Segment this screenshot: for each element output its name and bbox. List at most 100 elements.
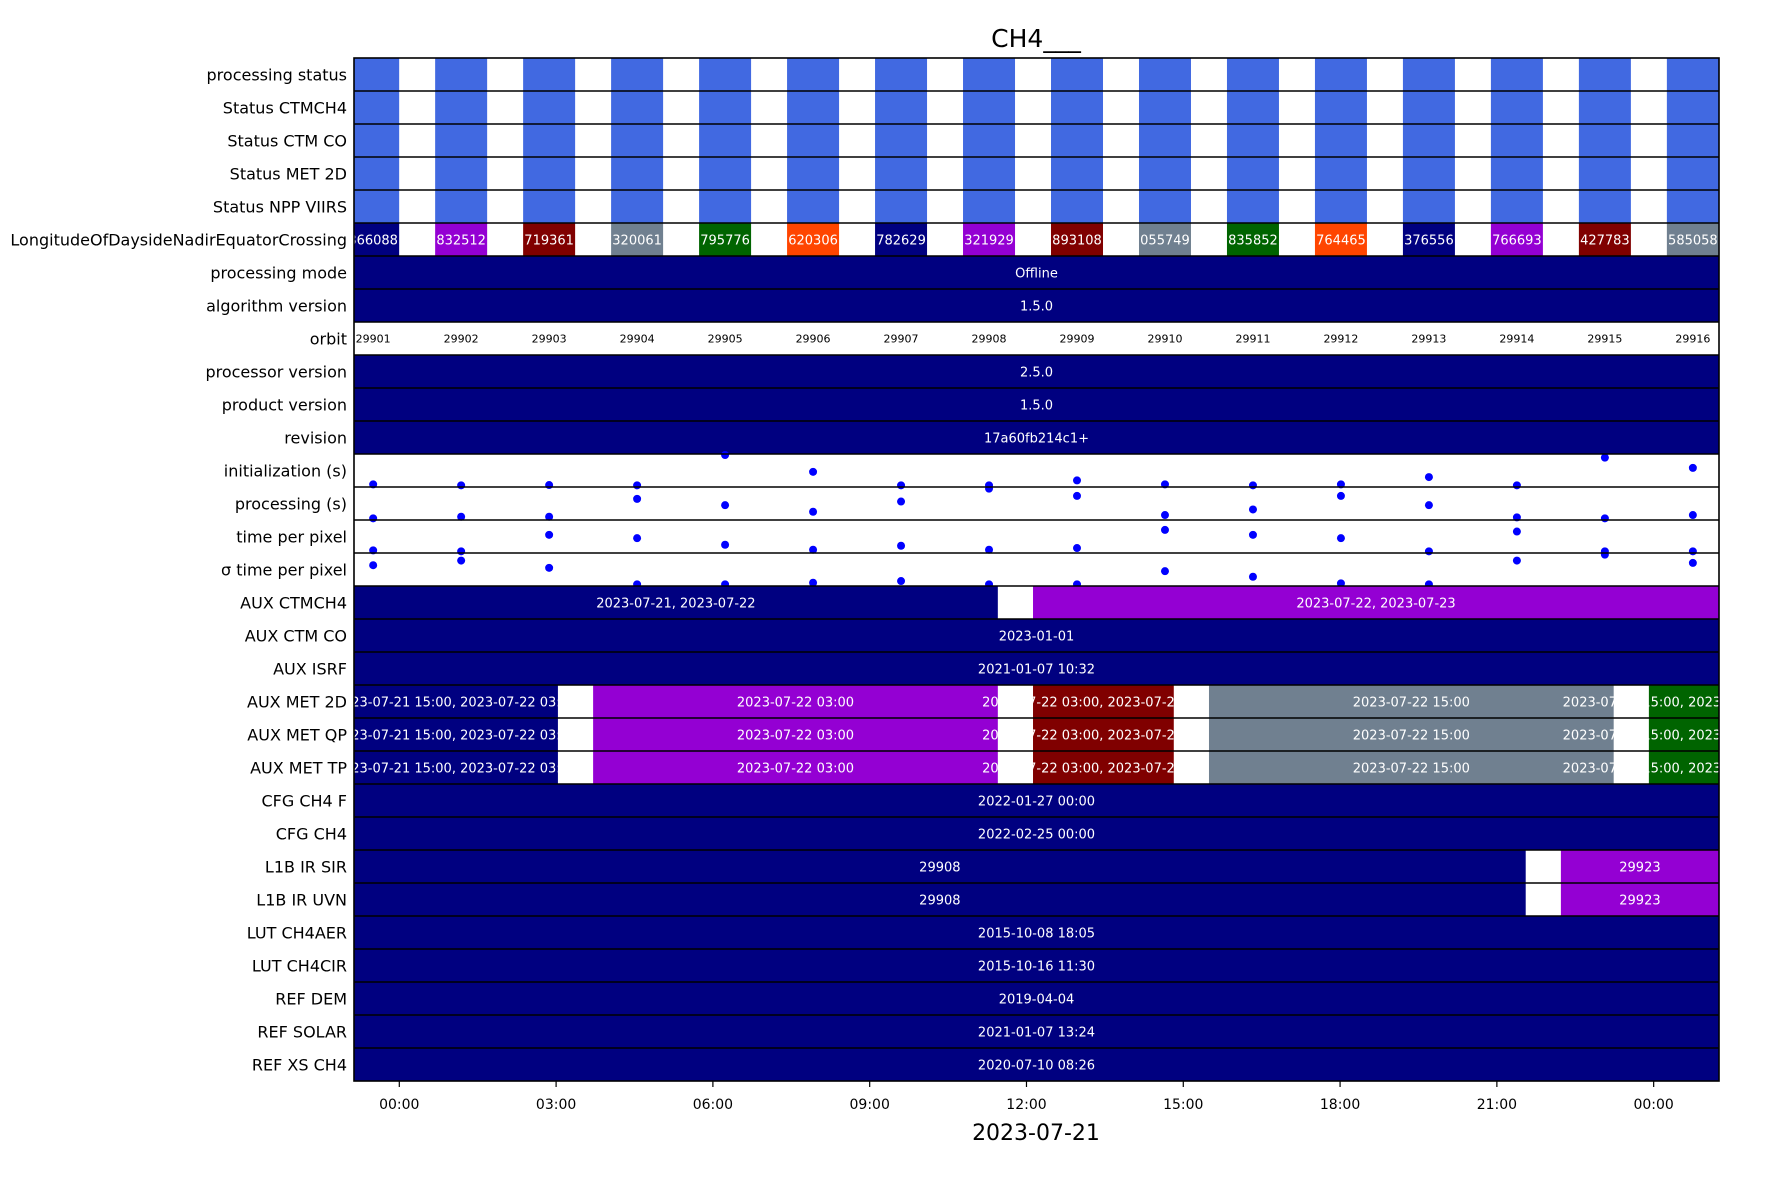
data-point xyxy=(809,507,818,516)
value-bar xyxy=(354,223,400,256)
status-bar xyxy=(435,91,488,124)
segment-label: 2023-07-21 15:00, 2023-07-22 03:00 xyxy=(335,696,578,711)
orbit-label: 29902 xyxy=(444,333,479,346)
segment-label: 2023-07-22 03:00 xyxy=(737,729,854,744)
segment-label: 2023-07-22 15:00 xyxy=(1353,762,1470,777)
data-point xyxy=(1600,514,1609,523)
status-bar xyxy=(354,190,400,223)
status-bar xyxy=(1666,91,1719,124)
status-bar xyxy=(523,124,576,157)
data-point xyxy=(633,481,642,490)
segment-label: 2022-02-25 00:00 xyxy=(978,828,1095,843)
value-label: 366088 xyxy=(348,234,398,249)
status-bar xyxy=(1138,58,1191,91)
data-point xyxy=(1688,547,1697,556)
segment-bar xyxy=(1208,685,1614,718)
row-label: processing mode xyxy=(210,264,347,283)
row-label: Status NPP VIIRS xyxy=(213,198,347,217)
row-label: algorithm version xyxy=(206,297,347,316)
segment-label: 2015-10-16 11:30 xyxy=(978,960,1095,975)
data-point xyxy=(1688,558,1697,567)
segment-bar xyxy=(354,784,1719,817)
row-label: LUT CH4CIR xyxy=(252,957,347,976)
status-bar xyxy=(1666,190,1719,223)
row-label: Status CTM CO xyxy=(227,132,347,151)
data-point xyxy=(369,514,378,523)
row-label: LongitudeOfDaysideNadirEquatorCrossing xyxy=(10,231,347,250)
segment-bar xyxy=(354,949,1719,982)
data-point xyxy=(545,481,554,490)
x-tick-label: 09:00 xyxy=(850,1097,890,1113)
row-label: time per pixel xyxy=(236,528,347,547)
x-tick-label: 00:00 xyxy=(379,1097,419,1113)
row-label: L1B IR SIR xyxy=(265,858,347,877)
status-bar xyxy=(1138,91,1191,124)
status-bar xyxy=(1578,58,1631,91)
x-tick-label: 12:00 xyxy=(1006,1097,1046,1113)
value-label: 320061 xyxy=(612,234,662,249)
status-bar xyxy=(875,91,928,124)
value-label: 321929 xyxy=(964,234,1014,249)
status-bar xyxy=(1402,157,1455,190)
value-label: 835852 xyxy=(1228,234,1278,249)
data-point xyxy=(1073,476,1082,485)
segment-bar xyxy=(354,289,1719,322)
status-bar xyxy=(963,190,1016,223)
data-point xyxy=(1424,473,1433,482)
x-tick-label: 15:00 xyxy=(1163,1097,1203,1113)
status-bar xyxy=(1226,157,1279,190)
segment-label: 2019-04-04 xyxy=(999,993,1075,1008)
data-point xyxy=(809,545,818,554)
status-bar xyxy=(1314,124,1367,157)
orbit-label: 29905 xyxy=(708,333,743,346)
status-bar xyxy=(1314,58,1367,91)
status-bar xyxy=(611,91,664,124)
segment-label: 29908 xyxy=(919,894,960,909)
data-point xyxy=(545,563,554,572)
segment-bar xyxy=(1648,718,1719,751)
orbit-label: 29903 xyxy=(532,333,567,346)
orbit-label: 29913 xyxy=(1411,333,1446,346)
value-label: 764465 xyxy=(1316,234,1366,249)
x-tick-label: 18:00 xyxy=(1320,1097,1360,1113)
segment-label: 2023-07-21 15:00, 2023-07-22 03:00 xyxy=(335,729,578,744)
segment-label: 2023-07-22 15:00 xyxy=(1353,729,1470,744)
data-point xyxy=(1424,501,1433,510)
segment-bar xyxy=(1560,883,1719,916)
data-point xyxy=(985,484,994,493)
segment-bar xyxy=(354,718,558,751)
data-point xyxy=(1248,572,1257,581)
plot-frame xyxy=(353,57,1720,1082)
value-bar xyxy=(435,223,488,256)
status-bar xyxy=(787,58,840,91)
status-bar xyxy=(1051,91,1104,124)
plot-area: 366088 832512 719361 320061 795776 620306 7826… xyxy=(335,58,1719,1081)
row-label: processing status xyxy=(207,66,347,85)
segment-bar xyxy=(593,685,998,718)
segment-bar xyxy=(354,388,1719,421)
status-bar xyxy=(1490,124,1543,157)
orbit-label: 29908 xyxy=(972,333,1007,346)
segment-bar xyxy=(354,685,558,718)
row-label: CFG CH4 F xyxy=(261,792,347,811)
data-point xyxy=(369,561,378,570)
segment-label: 2023-07-22 03:00 xyxy=(737,762,854,777)
chart-title: CH4___ xyxy=(991,24,1081,53)
data-point xyxy=(897,577,906,586)
status-bar xyxy=(875,58,928,91)
segment-bar xyxy=(354,355,1719,388)
row-label: AUX ISRF xyxy=(273,660,347,679)
segment-label: 2023-07-22 15:00 xyxy=(1353,696,1470,711)
segment-label: 2023-07-22, 2023-07-23 xyxy=(1296,597,1455,612)
segment-label: 2023-07-22 03:00, 2023-07-22 15:00 xyxy=(982,729,1225,744)
value-bar xyxy=(1402,223,1455,256)
data-point xyxy=(721,540,730,549)
segment-bar xyxy=(1033,751,1174,784)
orbit-label: 29904 xyxy=(620,333,655,346)
row-label: σ time per pixel xyxy=(221,561,347,580)
status-bar xyxy=(1402,58,1455,91)
data-point xyxy=(1160,511,1169,520)
segment-bar xyxy=(1208,751,1614,784)
data-point xyxy=(1336,534,1345,543)
value-bar xyxy=(787,223,840,256)
